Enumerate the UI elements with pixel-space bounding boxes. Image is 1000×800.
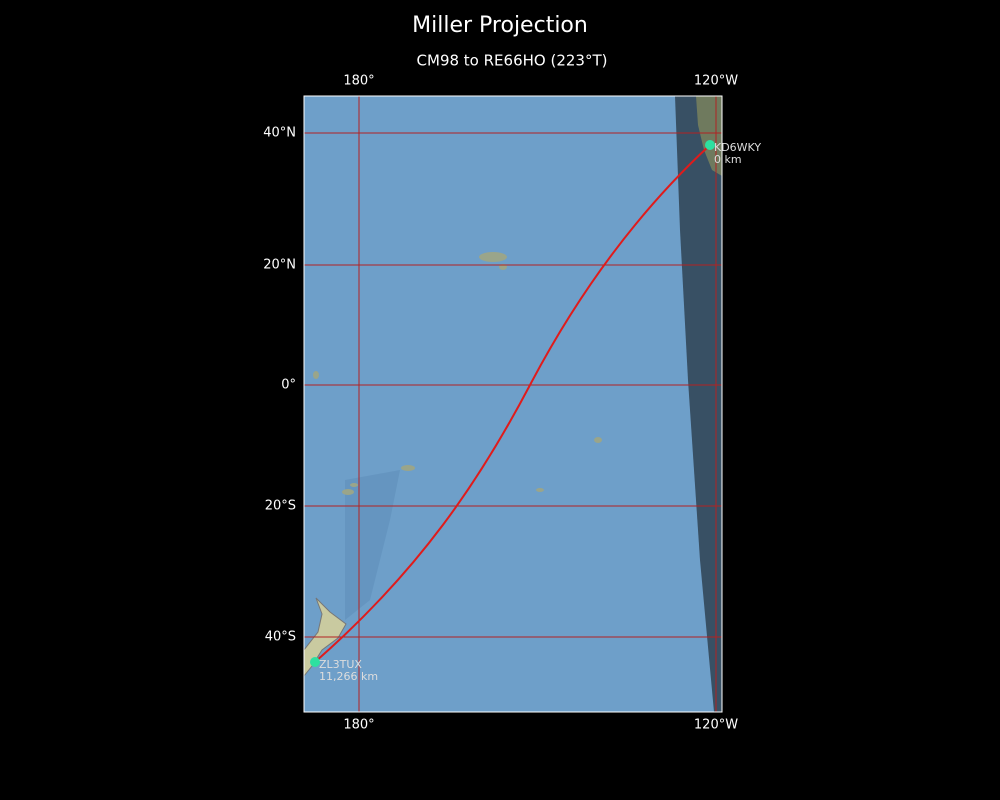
map-frame — [303, 95, 723, 713]
night-shade — [675, 96, 722, 712]
station-call: ZL3TUX — [319, 658, 362, 671]
graticule — [304, 96, 722, 712]
great-circle-path — [314, 144, 711, 663]
ocean — [304, 96, 722, 712]
lon-label: 120°W — [694, 74, 738, 89]
map-subtitle: CM98 to RE66HO (223°T) — [417, 52, 608, 70]
lon-label: 120°W — [694, 718, 738, 733]
station-distance: 11,266 km — [319, 670, 378, 683]
lat-label: 40°N — [263, 126, 296, 141]
lat-label: 20°S — [265, 499, 296, 514]
lon-label: 180° — [343, 74, 374, 89]
axis-labels: 180° 120°W 180° 120°W 40°N 20°N 0° 20°S … — [263, 74, 738, 733]
station-call: KD6WKY — [714, 141, 761, 154]
lat-label: 20°N — [263, 258, 296, 273]
lat-label: 0° — [281, 378, 296, 393]
lon-label: 180° — [343, 718, 374, 733]
station-distance: 0 km — [714, 153, 742, 166]
map-area: KD6WKY 0 km ZL3TUX 11,266 km — [303, 95, 761, 713]
map-title: Miller Projection — [412, 13, 588, 38]
lat-label: 40°S — [265, 630, 296, 645]
station-marker — [705, 140, 715, 150]
station-marker — [310, 657, 320, 667]
